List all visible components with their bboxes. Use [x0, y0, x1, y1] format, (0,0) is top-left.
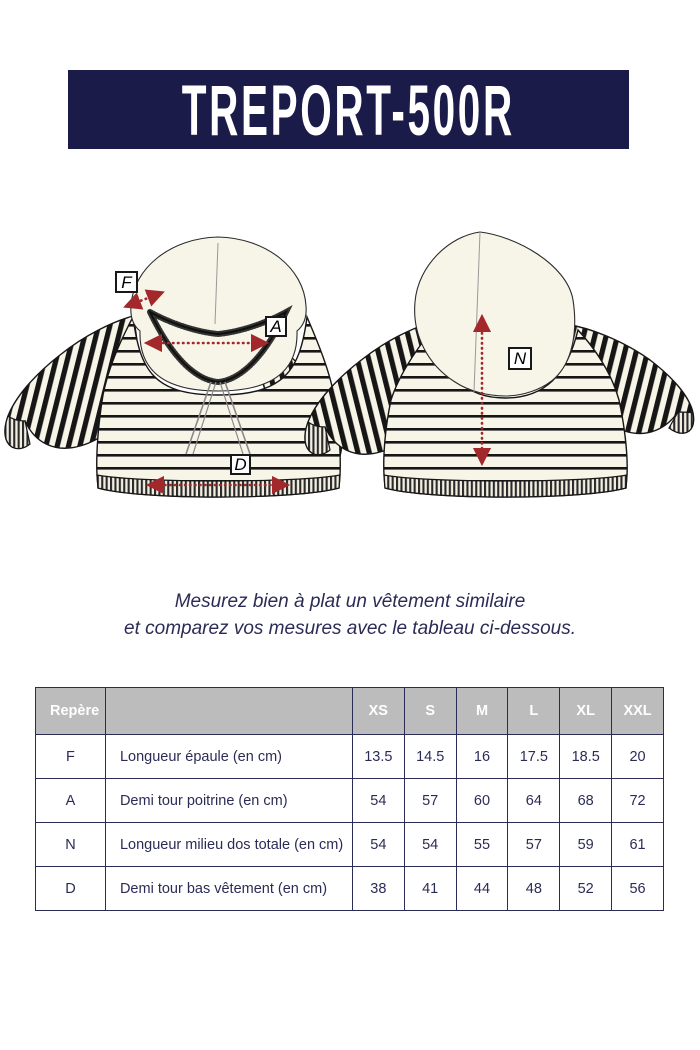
svg-text:D: D	[234, 455, 246, 474]
svg-text:A: A	[269, 317, 281, 336]
svg-text:N: N	[514, 349, 527, 368]
svg-text:F: F	[121, 273, 133, 292]
